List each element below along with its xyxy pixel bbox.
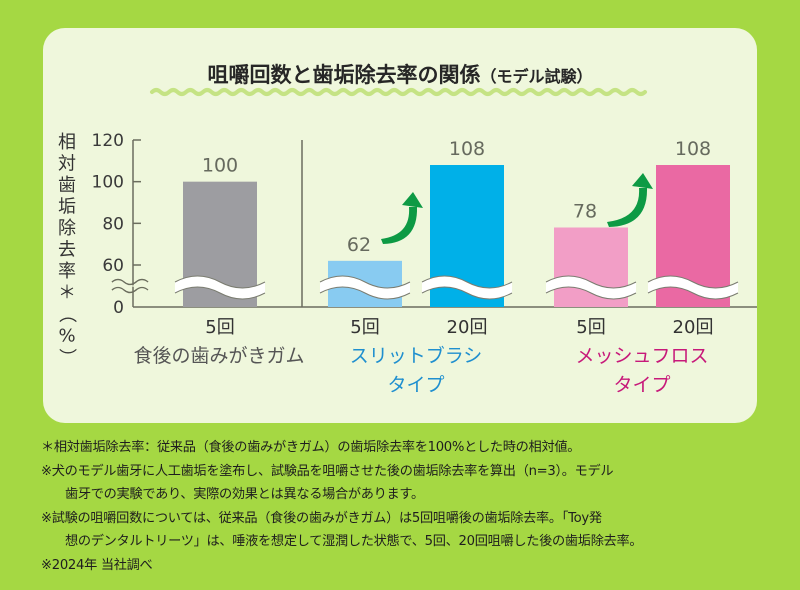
axis-break-band xyxy=(320,276,410,299)
y-tick-label: 0 xyxy=(113,298,124,318)
group-label: メッシュフロス xyxy=(575,345,708,367)
bar-value-label: 100 xyxy=(202,155,238,177)
y-axis-label-char: % xyxy=(58,326,75,347)
footnote-method-cont: 歯牙での実験であり、実際の効果とは異なる場合があります。 xyxy=(65,487,424,502)
y-axis-label-char: 対 xyxy=(58,154,76,175)
footnotes: ＊相対歯垢除去率：従来品（食後の歯みがきガム）の歯垢除去率を100%とした時の相… xyxy=(41,436,781,577)
chart: 咀嚼回数と歯垢除去率の関係（モデル試験） 相対歯垢除去率＊（%） 0 60 80 10… xyxy=(56,63,757,396)
group-label: スリットブラシ xyxy=(350,344,483,367)
chart-title: 咀嚼回数と歯垢除去率の関係（モデル試験） xyxy=(207,63,592,87)
increase-arrow-icon xyxy=(607,188,648,227)
y-axis-label-char: 歯 xyxy=(58,175,76,196)
y-axis-label: 相対歯垢除去率＊（%） xyxy=(56,132,77,366)
y-axis-label-char: 除 xyxy=(58,218,76,239)
y-axis-label-char: 去 xyxy=(58,240,76,261)
bar-value-label: 108 xyxy=(449,138,485,160)
axis-break-band xyxy=(422,276,512,299)
y-axis-label-char: 垢 xyxy=(58,197,76,218)
bar-category-label: 20回 xyxy=(447,317,488,338)
bar-value-label: 108 xyxy=(675,138,711,160)
bar-value-label: 62 xyxy=(347,234,371,256)
title-wavy-underline xyxy=(150,88,647,96)
y-axis-label-char: 相 xyxy=(58,132,76,153)
y-axis-label-char: （ xyxy=(56,305,77,323)
y-tick-label: 80 xyxy=(102,214,124,234)
footnote-source: ※2024年 当社調べ xyxy=(41,557,153,573)
footnote-chewing: ※試験の咀嚼回数については、従来品（食後の歯みがきガム）は5回咀嚼後の歯垢除去率… xyxy=(41,510,602,526)
group-label: タイプ xyxy=(387,374,444,396)
increase-arrow-head-icon xyxy=(402,192,423,208)
footnote-chewing-cont: 想のデンタルトリーツ」は、唾液を想定して湿潤した状態で、5回、20回咀嚼した後の… xyxy=(65,534,643,549)
axis-break-band xyxy=(546,276,636,299)
axis-break-band xyxy=(175,276,265,299)
group-label: 食後の歯みがきガム xyxy=(133,345,304,367)
y-tick-label: 120 xyxy=(92,131,124,151)
y-axis-label-char: 率 xyxy=(58,261,76,282)
bar-category-label: 20回 xyxy=(673,317,714,338)
increase-arrow-icon xyxy=(381,207,418,244)
y-tick-label: 60 xyxy=(102,256,124,276)
bar-value-label: 78 xyxy=(573,201,597,223)
y-tick-label: 100 xyxy=(92,173,124,193)
bar-category-label: 5回 xyxy=(350,317,379,338)
bar-category-label: 5回 xyxy=(576,317,605,338)
axis-break-band xyxy=(648,276,738,299)
footnote-definition: ＊相対歯垢除去率：従来品（食後の歯みがきガム）の歯垢除去率を100%とした時の相… xyxy=(41,440,581,455)
y-axis-label-char: ＊ xyxy=(58,283,76,304)
y-axis-label-char: ） xyxy=(56,348,77,366)
group-label: タイプ xyxy=(613,374,670,396)
increase-arrow-head-icon xyxy=(632,173,653,189)
bar-category-label: 5回 xyxy=(205,317,234,338)
footnote-method: ※犬のモデル歯牙に人工歯垢を塗布し、試験品を咀嚼させた後の歯垢除去率を算出（n=… xyxy=(41,463,614,479)
